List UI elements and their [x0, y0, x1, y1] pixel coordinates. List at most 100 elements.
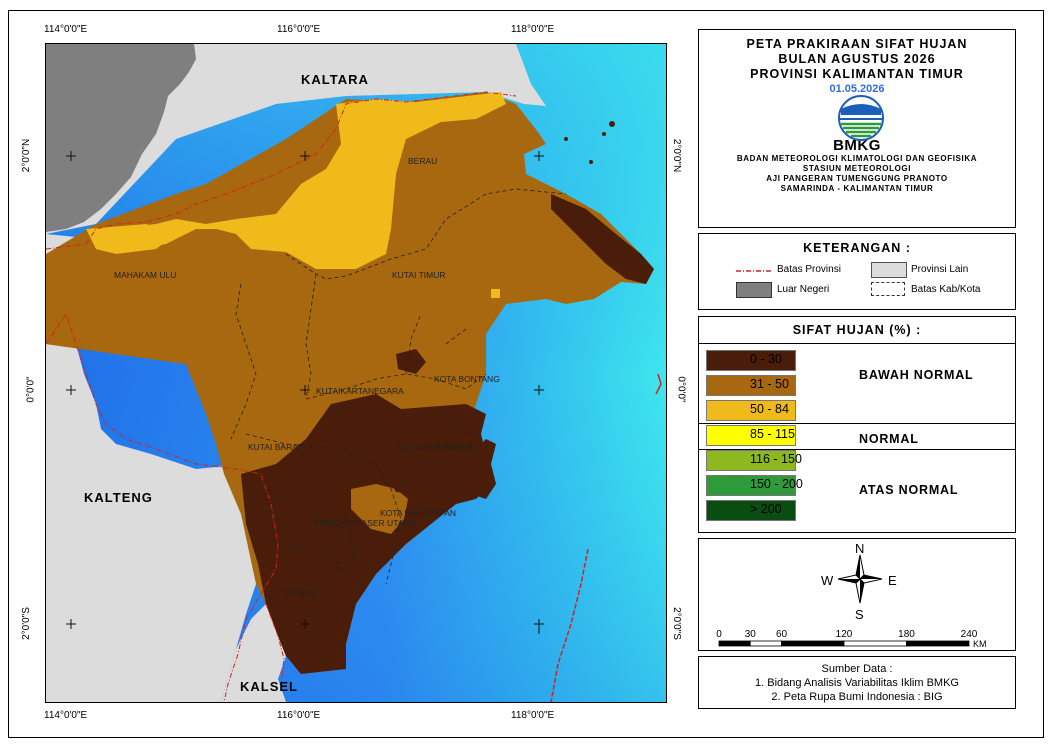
coord-bottom-118: 118°0'0"E [511, 710, 555, 721]
map-svg [46, 44, 666, 702]
legend-swatch-5 [706, 475, 796, 496]
coord-bottom-114: 114°0'0"E [44, 710, 88, 721]
label-mahakam-ulu: MAHAKAM ULU [114, 270, 177, 280]
bmkg-logo-text: BMKG [833, 137, 881, 154]
scale-tick-label: 60 [776, 629, 788, 640]
north-arrow-icon [837, 554, 883, 604]
label-kota-balikpapan: KOTA BALIKPAPAN [380, 508, 457, 518]
legend-batas-kab: Batas Kab/Kota [911, 284, 981, 295]
source-header: Sumber Data : [821, 663, 893, 675]
bmkg-logo [699, 95, 1015, 141]
scale-segment [718, 640, 751, 647]
org-line3: AJI PANGERAN TUMENGGUNG PRANOTO [766, 174, 948, 183]
provinsi-lain-swatch [871, 262, 907, 278]
province-base [46, 92, 654, 674]
legend-swatch-6 [706, 500, 796, 521]
islands [564, 121, 615, 164]
legend-class-label-0: 0 - 30 [750, 352, 782, 366]
legend-swatch-3 [706, 425, 796, 446]
label-kaltara: KALTARA [301, 72, 369, 87]
foreign-area [46, 44, 196, 232]
label-kalteng: KALTENG [84, 490, 153, 505]
label-kutai-kartanegara: KUTAIKARTANEGARA [316, 386, 404, 396]
org-line4: SAMARINDA - KALIMANTAN TIMUR [780, 184, 934, 193]
legend-swatch-2 [706, 400, 796, 421]
category-normal: NORMAL [859, 432, 919, 446]
coord-right-2s: 2°0'0"S [670, 607, 682, 640]
map-canvas[interactable]: KALTARA KALTENG KALSEL BERAU MAHAKAM ULU… [45, 43, 667, 703]
batas-kab-swatch [871, 282, 905, 296]
compass-n: N [855, 541, 865, 556]
legend-swatch-4 [706, 450, 796, 471]
coord-right-2n: 2°0'0"N [671, 138, 683, 173]
scale-tick-label: 120 [836, 629, 853, 640]
compass-s: S [855, 607, 864, 622]
zone-50-84-north [94, 92, 506, 269]
scale-unit: KM [973, 639, 987, 649]
batas-provinsi-symbol [736, 270, 772, 272]
compass-scale-panel: N S E W 0 30 60 120 180 240 KM [698, 538, 1016, 651]
regency-boundaries [230, 188, 567, 585]
scale-segment [843, 640, 907, 647]
org-line1: BADAN METEOROLOGI KLIMATOLOGI DAN GEOFIS… [736, 154, 978, 163]
scale-segment [906, 640, 970, 647]
bmkg-emblem-icon [838, 95, 884, 141]
map-title-line3: PROVINSI KALIMANTAN TIMUR [750, 67, 964, 81]
label-kalsel: KALSEL [240, 679, 298, 694]
map-title-line2: BULAN AGUSTUS 2026 [778, 52, 936, 66]
label-kutai-barat: KUTAI BARAT [248, 442, 303, 452]
coord-right-0: 0°0'0" [675, 376, 687, 403]
scale-bar: 0 30 60 120 180 240 KM [699, 625, 1015, 649]
coord-top-114: 114°0'0"E [44, 24, 88, 35]
legend-class-label-2: 50 - 84 [750, 402, 789, 416]
label-kutai-timur: KUTAI TIMUR [392, 270, 446, 280]
legend-provinsi-lain: Provinsi Lain [911, 264, 969, 275]
keterangan-panel: KETERANGAN : Batas Provinsi Provinsi Lai… [698, 233, 1016, 310]
label-berau: BERAU [408, 156, 438, 166]
zone-0-30-coast [551, 194, 654, 284]
coord-left-2s: 2°0'0"S [20, 607, 32, 640]
category-atas-normal: ATAS NORMAL [859, 483, 959, 497]
zone-0-30-south [241, 394, 491, 674]
other-province-south-west [46, 304, 286, 702]
keterangan-header: KETERANGAN : [803, 241, 911, 255]
legend-class-label-1: 31 - 50 [750, 377, 789, 391]
label-penajam: PENAJAM PASER UTARA [314, 518, 416, 528]
grid-crosses [66, 151, 544, 634]
coord-top-118: 118°0'0"E [511, 24, 555, 35]
scale-segment [749, 640, 782, 647]
coord-left-2n: 2°0'0"N [21, 138, 33, 173]
coord-left-0: 0°0'0" [25, 376, 37, 403]
source-line2: 2. Peta Rupa Bumi Indonesia : BIG [771, 691, 943, 703]
scale-tick-label: 240 [961, 629, 978, 640]
legend-class-label-5: 150 - 200 [750, 477, 803, 491]
legend-class-label-6: > 200 [750, 502, 782, 516]
label-kota-samarinda: KOTA SAMARINDA [398, 442, 473, 452]
category-bawah-normal: BAWAH NORMAL [859, 368, 974, 382]
province-boundary [46, 91, 517, 702]
legend-luar-negeri: Luar Negeri [777, 284, 830, 295]
legend-class-label-4: 116 - 150 [750, 452, 802, 466]
legend-swatch-0 [706, 350, 796, 371]
sifat-hujan-panel: SIFAT HUJAN (%) : BAWAH NORMAL NORMAL AT… [698, 316, 1016, 533]
source-line1: 1. Bidang Analisis Variabilitas Iklim BM… [755, 677, 959, 689]
mahakam-delta [446, 439, 496, 499]
scale-segment [781, 640, 845, 647]
legend-batas-provinsi: Batas Provinsi [777, 264, 841, 275]
scale-tick-label: 0 [716, 629, 722, 640]
kalsel-land [221, 604, 286, 702]
legend-class-label-3: 85 - 115 [750, 427, 795, 441]
map-date: 01.05.2026 [829, 83, 885, 95]
sifat-hujan-header: SIFAT HUJAN (%) : [792, 323, 922, 337]
legend-swatch-1 [706, 375, 796, 396]
org-line2: STASIUN METEOROLOGI [802, 164, 912, 173]
luar-negeri-swatch [736, 282, 772, 298]
label-kota-bontang: KOTA BONTANG [434, 374, 500, 384]
compass-e: E [888, 573, 897, 588]
coord-top-116: 116°0'0"E [277, 24, 321, 35]
scale-tick-label: 30 [745, 629, 757, 640]
coord-bottom-116: 116°0'0"E [277, 710, 321, 721]
scale-tick-label: 180 [898, 629, 915, 640]
zone-0-30-spot [396, 349, 426, 374]
